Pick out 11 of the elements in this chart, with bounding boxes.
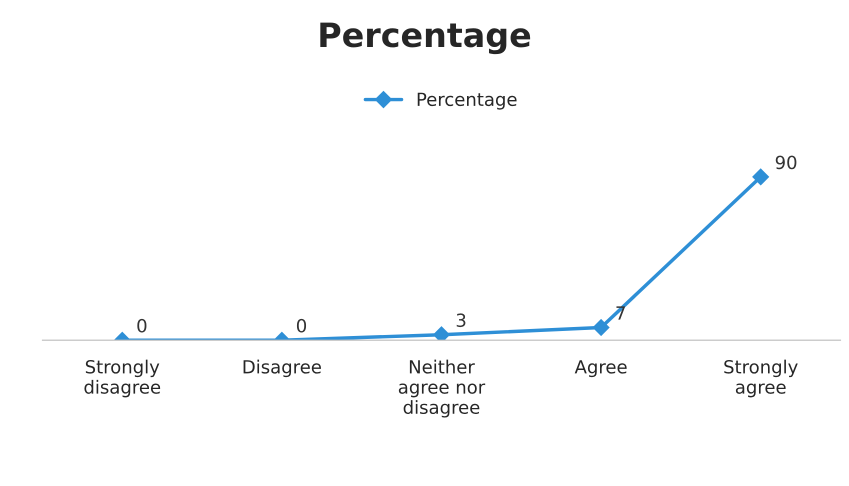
x-tick-label: Neither agree nor disagree: [398, 360, 486, 418]
chart-title: Percentage: [320, 22, 530, 54]
x-tick-label: Disagree: [244, 360, 321, 378]
data-label: 0: [296, 318, 306, 333]
data-label: 90: [776, 156, 796, 170]
x-tick-label: Agree: [574, 360, 627, 378]
x-tick-label: Strongly disagree: [84, 360, 160, 398]
data-label: 3: [456, 313, 466, 328]
x-tick-label: Strongly agree: [724, 360, 798, 398]
legend-label: Percentage: [418, 92, 517, 110]
data-label: 0: [137, 318, 146, 333]
